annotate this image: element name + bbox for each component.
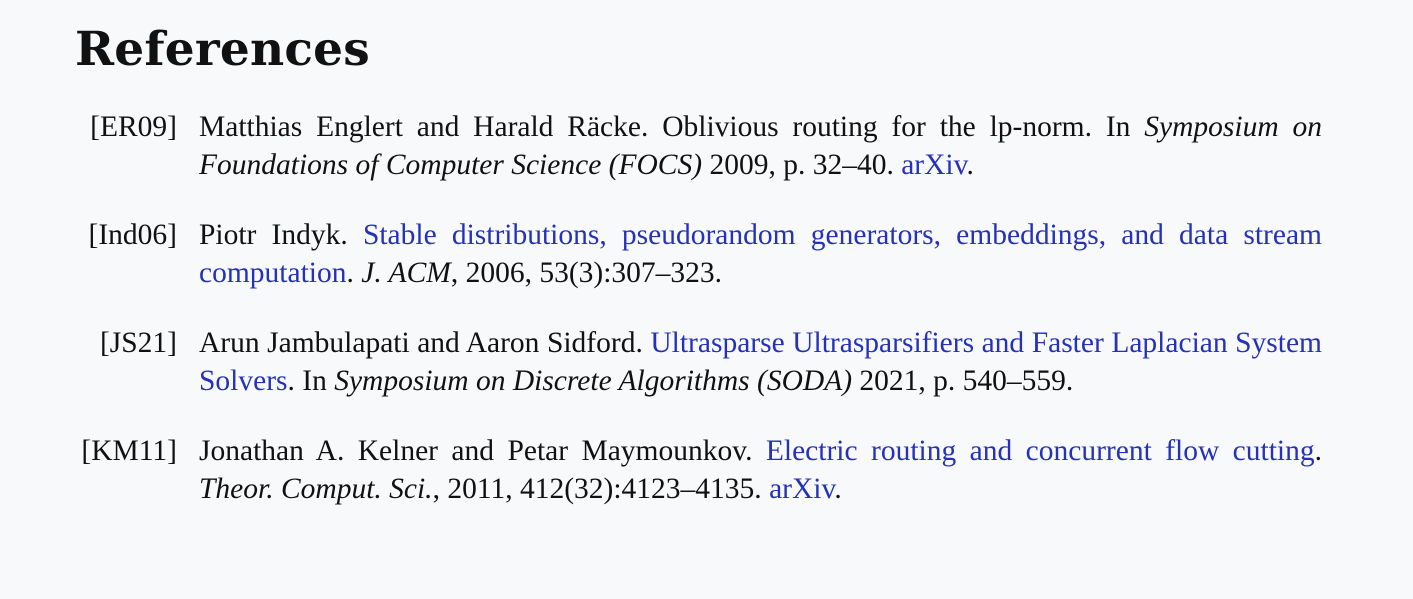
reference-key: [JS21] <box>99 327 177 359</box>
reference-separator: . In <box>287 365 327 397</box>
reference-authors: Jonathan A. Kelner and Petar Maymounkov. <box>199 435 753 467</box>
reference-key: [KM11] <box>81 435 177 467</box>
reference-in: In <box>1105 111 1131 143</box>
reference-title-link[interactable]: Ultrasparse Ultrasparsifiers and Faster … <box>199 327 1322 397</box>
reference-authors: Arun Jambulapati and Aaron Sidford. <box>199 327 643 359</box>
reference-entry-km11: [KM11] Jonathan A. Kelner and Petar Maym… <box>75 432 1325 508</box>
reference-details: 2021, p. 540–559. <box>859 365 1074 397</box>
reference-title-link[interactable]: Electric routing and concurrent flow cut… <box>765 435 1315 467</box>
reference-body: Matthias Englert and Harald Räcke. Obliv… <box>199 108 1322 184</box>
reference-title: Oblivious routing for the lp-norm. <box>662 111 1092 143</box>
reference-authors: Piotr Indyk. <box>199 219 348 251</box>
reference-separator: . <box>1314 435 1322 467</box>
references-section: References [ER09] Matthias Englert and H… <box>75 22 1325 540</box>
reference-details: , 2006, 53(3):307–323. <box>450 257 723 289</box>
reference-venue: Symposium on Foundations of Computer Sci… <box>199 111 1322 181</box>
reference-venue: Theor. Comput. Sci. <box>199 473 433 505</box>
arxiv-link[interactable]: arXiv <box>901 149 967 181</box>
reference-details: , 2011, 412(32):4123–4135. <box>432 473 762 505</box>
reference-venue: Symposium on Discrete Algorithms (SODA) <box>334 365 853 397</box>
reference-entry-er09: [ER09] Matthias Englert and Harald Räcke… <box>75 108 1325 184</box>
reference-body: Piotr Indyk. Stable distributions, pseud… <box>199 216 1322 292</box>
reference-key: [ER09] <box>90 111 177 143</box>
section-title: References <box>75 22 370 77</box>
arxiv-link[interactable]: arXiv <box>769 473 835 505</box>
reference-authors: Matthias Englert and Harald Räcke. <box>199 111 649 143</box>
reference-body: Arun Jambulapati and Aaron Sidford. Ultr… <box>199 324 1322 400</box>
reference-entry-js21: [JS21] Arun Jambulapati and Aaron Sidfor… <box>75 324 1325 400</box>
reference-end-punct: . <box>966 149 974 181</box>
reference-entry-ind06: [Ind06] Piotr Indyk. Stable distribution… <box>75 216 1325 292</box>
reference-key: [Ind06] <box>88 219 177 251</box>
reference-end-punct: . <box>834 473 842 505</box>
reference-body: Jonathan A. Kelner and Petar Maymounkov.… <box>199 432 1322 508</box>
reference-details: 2009, p. 32–40. <box>709 149 894 181</box>
reference-title-link[interactable]: Stable distributions, pseudorandom gener… <box>199 219 1323 289</box>
reference-venue: J. ACM <box>361 257 451 289</box>
reference-separator: . <box>346 257 354 289</box>
